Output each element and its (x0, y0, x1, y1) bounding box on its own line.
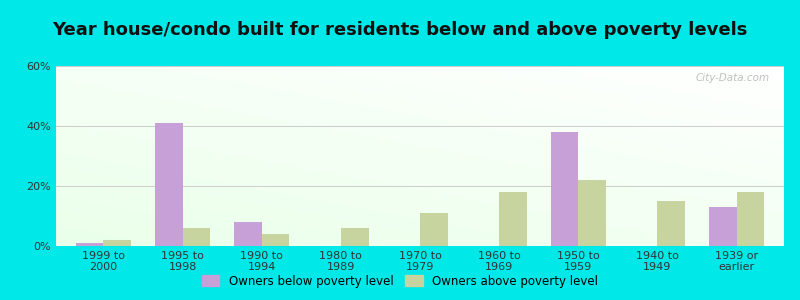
Bar (499, 192, 527, 246)
Bar (341, 228, 369, 246)
Text: City-Data.com: City-Data.com (695, 73, 770, 83)
Bar (578, 180, 606, 246)
Bar (262, 234, 290, 246)
Bar (709, 207, 737, 246)
Bar (658, 201, 685, 246)
Bar (234, 222, 262, 246)
Bar (103, 240, 131, 246)
Text: Year house/condo built for residents below and above poverty levels: Year house/condo built for residents bel… (52, 21, 748, 39)
Bar (76, 243, 103, 246)
Legend: Owners below poverty level, Owners above poverty level: Owners below poverty level, Owners above… (198, 271, 602, 291)
Bar (182, 228, 210, 246)
Bar (550, 132, 578, 246)
Bar (737, 192, 764, 246)
Bar (420, 213, 448, 246)
Bar (155, 123, 182, 246)
